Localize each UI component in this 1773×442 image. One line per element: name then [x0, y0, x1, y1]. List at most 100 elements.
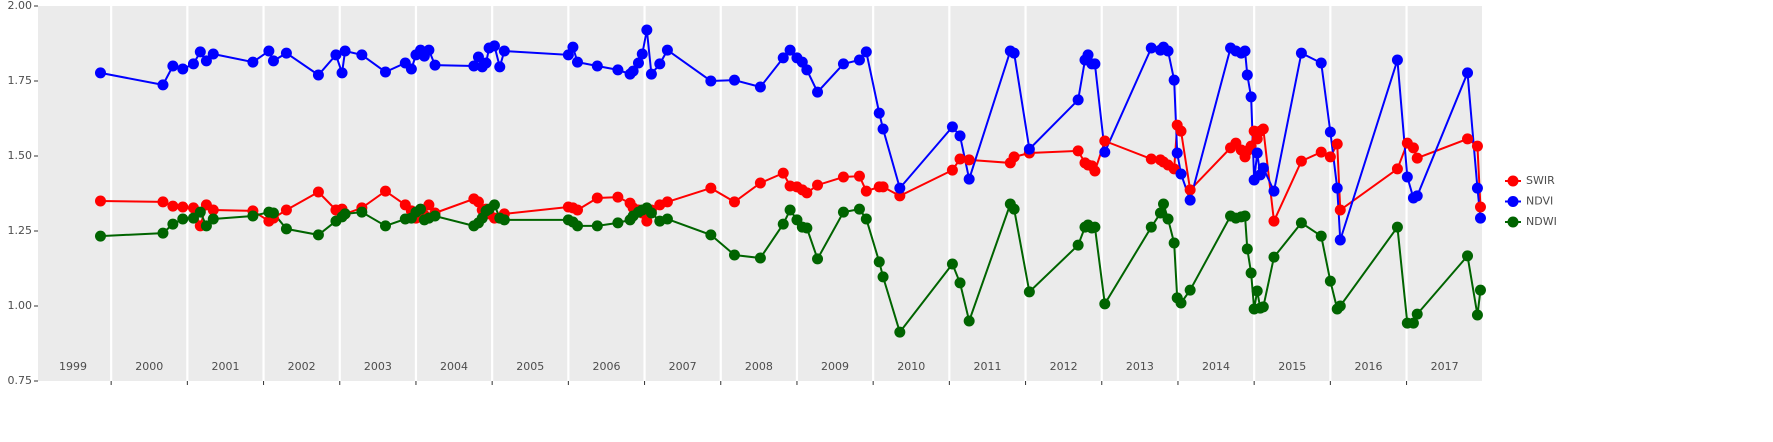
data-point: [1089, 58, 1101, 70]
data-point: [612, 217, 624, 229]
data-point: [754, 252, 766, 264]
data-point: [1334, 234, 1346, 246]
data-point: [812, 86, 824, 98]
data-point: [312, 69, 324, 81]
data-point: [498, 214, 510, 226]
data-point: [472, 51, 484, 63]
data-point: [777, 167, 789, 179]
x-tick-label: 2010: [897, 360, 925, 373]
data-point: [263, 45, 275, 57]
data-point: [777, 218, 789, 230]
data-point: [494, 61, 506, 73]
data-point: [627, 65, 639, 77]
data-point: [498, 45, 510, 57]
legend-label: SWIR: [1526, 174, 1555, 187]
data-point: [207, 213, 219, 225]
data-point: [571, 56, 583, 68]
data-point: [963, 315, 975, 327]
data-point: [1251, 285, 1263, 297]
x-tick-label: 2000: [135, 360, 163, 373]
data-point: [1411, 190, 1423, 202]
data-point: [207, 48, 219, 60]
y-tick-label: 1.50: [8, 149, 33, 162]
data-point: [1401, 171, 1413, 183]
x-tick-label: 2005: [516, 360, 544, 373]
data-point: [247, 210, 259, 222]
data-point: [1239, 45, 1251, 57]
data-point: [1474, 201, 1486, 213]
data-point: [894, 182, 906, 194]
x-tick-label: 2002: [288, 360, 316, 373]
data-point: [207, 204, 219, 216]
data-point: [1245, 267, 1257, 279]
x-tick-label: 2006: [592, 360, 620, 373]
data-point: [1411, 152, 1423, 164]
data-point: [379, 66, 391, 78]
data-point: [167, 218, 179, 230]
data-point: [1391, 54, 1403, 66]
data-point: [728, 74, 740, 86]
data-point: [94, 230, 106, 242]
x-tick-label: 2014: [1202, 360, 1230, 373]
data-point: [429, 59, 441, 71]
data-point: [194, 206, 206, 218]
data-point: [837, 58, 849, 70]
data-point: [194, 46, 206, 58]
data-point: [1391, 221, 1403, 233]
x-tick-label: 2009: [821, 360, 849, 373]
data-point: [1324, 151, 1336, 163]
data-point: [705, 229, 717, 241]
data-point: [1184, 184, 1196, 196]
data-point: [641, 215, 653, 227]
data-point: [312, 186, 324, 198]
data-point: [954, 130, 966, 142]
data-point: [177, 201, 189, 213]
data-point: [954, 153, 966, 165]
data-point: [200, 220, 212, 232]
data-point: [1331, 182, 1343, 194]
data-point: [705, 182, 717, 194]
data-point: [1145, 153, 1157, 165]
data-point: [567, 41, 579, 53]
data-point: [1471, 182, 1483, 194]
data-point: [280, 204, 292, 216]
data-point: [837, 171, 849, 183]
data-point: [812, 179, 824, 191]
data-point: [1008, 151, 1020, 163]
data-point: [1324, 126, 1336, 138]
legend-key: [1507, 175, 1519, 187]
x-tick-label: 2017: [1431, 360, 1459, 373]
data-point: [877, 271, 889, 283]
data-point: [415, 203, 427, 215]
data-point: [177, 213, 189, 225]
data-point: [894, 190, 906, 202]
data-point: [645, 207, 657, 219]
data-point: [1168, 74, 1180, 86]
data-point: [339, 45, 351, 57]
data-point: [423, 199, 435, 211]
data-point: [1315, 146, 1327, 158]
data-point: [1407, 317, 1419, 329]
data-point: [1474, 284, 1486, 296]
data-point: [645, 68, 657, 80]
data-point: [1184, 194, 1196, 206]
data-point: [636, 48, 648, 60]
x-tick-label: 2016: [1354, 360, 1382, 373]
data-point: [591, 60, 603, 72]
data-point: [946, 121, 958, 133]
data-point: [1023, 286, 1035, 298]
data-point: [784, 44, 796, 56]
data-point: [1411, 308, 1423, 320]
data-point: [177, 63, 189, 75]
data-point: [661, 196, 673, 208]
data-point: [1257, 162, 1269, 174]
data-point: [873, 107, 885, 119]
data-point: [1082, 49, 1094, 61]
data-point: [1089, 221, 1101, 233]
data-point: [946, 164, 958, 176]
data-point: [1175, 125, 1187, 137]
data-point: [1471, 309, 1483, 321]
data-point: [1251, 147, 1263, 159]
data-point: [1295, 155, 1307, 167]
